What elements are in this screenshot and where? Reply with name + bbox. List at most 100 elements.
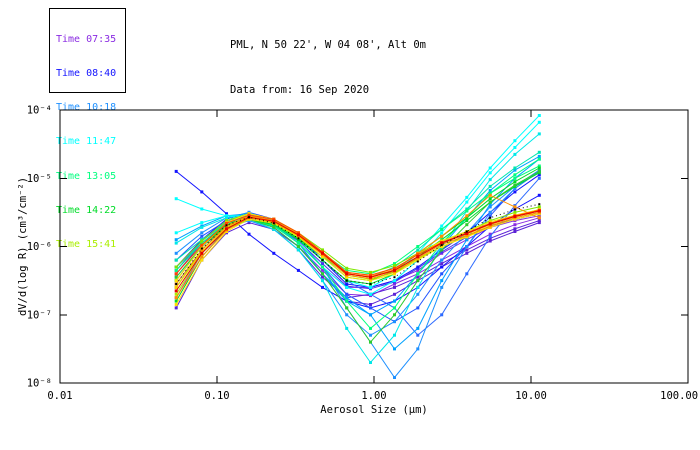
data-point-marker bbox=[174, 306, 178, 310]
data-point-marker bbox=[296, 241, 300, 245]
y-axis-title: dV/d(log R) (cm³/cm⁻²) bbox=[17, 177, 29, 316]
data-point-marker bbox=[200, 258, 204, 262]
data-point-marker bbox=[416, 285, 420, 289]
trace bbox=[175, 177, 540, 336]
data-point-marker bbox=[488, 205, 492, 209]
data-point-marker bbox=[416, 292, 420, 296]
data-point-marker bbox=[537, 114, 541, 117]
data-point-marker bbox=[174, 241, 178, 245]
data-point-marker bbox=[296, 231, 300, 235]
data-point-marker bbox=[369, 279, 372, 283]
data-point-marker bbox=[393, 292, 396, 296]
x-tick-label: 10.00 bbox=[515, 390, 547, 402]
data-point-marker bbox=[393, 313, 396, 317]
data-point-marker bbox=[440, 250, 444, 254]
data-point-marker bbox=[513, 168, 517, 172]
data-point-marker bbox=[440, 227, 444, 231]
data-point-marker bbox=[247, 232, 251, 236]
data-point-marker bbox=[513, 230, 517, 233]
axes bbox=[59, 109, 689, 384]
data-point-marker bbox=[416, 272, 420, 276]
data-point-marker bbox=[296, 248, 300, 252]
data-point-marker bbox=[345, 285, 349, 289]
mean-point-marker bbox=[297, 237, 300, 240]
data-point-marker bbox=[488, 189, 492, 192]
data-point-marker bbox=[174, 285, 178, 289]
data-point-marker bbox=[416, 306, 420, 310]
data-point-marker bbox=[369, 306, 372, 310]
legend-item: Time 08:40 bbox=[56, 68, 117, 80]
data-point-marker bbox=[321, 279, 324, 283]
y-tick-label: 10⁻⁵ bbox=[27, 173, 52, 185]
data-point-marker bbox=[174, 275, 178, 279]
mean-point-marker bbox=[416, 260, 419, 263]
data-point-marker bbox=[440, 231, 444, 235]
data-point-marker bbox=[537, 166, 541, 170]
data-point-marker bbox=[174, 265, 178, 269]
data-point-marker bbox=[200, 255, 204, 259]
data-point-marker bbox=[174, 238, 178, 242]
mean-point-marker bbox=[200, 247, 203, 250]
data-point-marker bbox=[225, 219, 228, 223]
x-tick-label: 1.00 bbox=[361, 390, 386, 402]
x-tick-label: 100.00 bbox=[660, 390, 698, 402]
trace bbox=[175, 170, 540, 379]
data-point-marker bbox=[465, 234, 469, 238]
data-point-marker bbox=[345, 275, 349, 279]
data-point-marker bbox=[247, 221, 251, 225]
data-point-marker bbox=[393, 376, 396, 379]
data-point-marker bbox=[465, 245, 469, 248]
data-point-marker bbox=[272, 227, 276, 231]
data-point-marker bbox=[225, 214, 228, 218]
data-point-marker bbox=[513, 205, 517, 209]
data-point-marker bbox=[465, 214, 469, 218]
data-point-marker bbox=[321, 285, 324, 289]
data-point-marker bbox=[440, 258, 444, 262]
data-point-marker bbox=[345, 282, 349, 286]
plot-header: PML, N 50 22', W 04 08', Alt 0m Data fro… bbox=[230, 8, 426, 128]
data-point-marker bbox=[537, 120, 541, 124]
data-point-marker bbox=[296, 268, 300, 272]
data-point-marker bbox=[416, 248, 420, 252]
data-point-marker bbox=[200, 241, 204, 245]
data-point-marker bbox=[537, 157, 541, 161]
data-point-marker bbox=[247, 213, 251, 217]
data-point-marker bbox=[174, 296, 178, 300]
data-point-marker bbox=[174, 231, 178, 235]
trace bbox=[175, 133, 540, 364]
data-point-marker bbox=[296, 245, 300, 248]
data-point-marker bbox=[440, 248, 444, 252]
data-point-marker bbox=[369, 275, 372, 279]
plot-frame bbox=[59, 109, 689, 384]
data-point-marker bbox=[174, 268, 178, 272]
legend-item: Time 15:41 bbox=[56, 239, 117, 251]
data-point-marker bbox=[345, 313, 349, 317]
trace bbox=[175, 155, 540, 316]
data-point-marker bbox=[296, 233, 300, 237]
data-point-marker bbox=[369, 361, 372, 364]
data-point-marker bbox=[393, 262, 396, 266]
data-point-marker bbox=[174, 292, 178, 296]
data-point-marker bbox=[200, 243, 204, 247]
data-point-marker bbox=[537, 173, 541, 177]
data-point-marker bbox=[174, 299, 178, 303]
trace bbox=[176, 121, 540, 295]
data-point-marker bbox=[465, 251, 469, 255]
data-point-marker bbox=[513, 183, 517, 187]
data-point-marker bbox=[393, 347, 396, 351]
data-point-marker bbox=[465, 195, 469, 199]
data-point-marker bbox=[393, 285, 396, 289]
data-point-marker bbox=[488, 224, 492, 228]
data-point-marker bbox=[369, 285, 372, 289]
data-point-marker bbox=[369, 270, 372, 274]
data-point-marker bbox=[416, 326, 420, 330]
data-point-marker bbox=[537, 169, 541, 173]
data-point-marker bbox=[345, 326, 349, 330]
y-tick-label: 10⁻⁷ bbox=[27, 309, 52, 321]
data-point-marker bbox=[369, 326, 372, 330]
data-point-marker bbox=[513, 173, 517, 177]
mean-point-marker bbox=[538, 203, 541, 206]
mean-point-marker bbox=[175, 283, 178, 285]
